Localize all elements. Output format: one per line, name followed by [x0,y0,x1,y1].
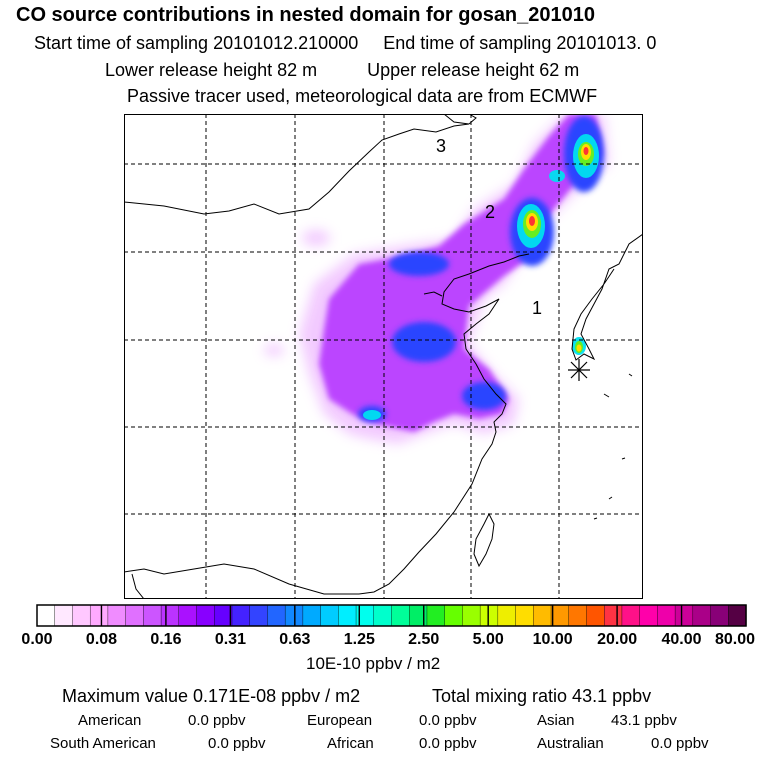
colorbar-cell [444,604,464,627]
colorbar [36,604,747,627]
sampling-time-line: Start time of sampling 20101012.210000 E… [34,33,656,54]
map-frame [124,114,643,599]
colorbar-tick-label: 80.00 [714,631,756,648]
colorbar-cell [533,604,552,627]
colorbar-cell [320,604,339,627]
coastlines [124,114,643,599]
region-value-asian: 43.1 ppbv [611,712,677,729]
colorbar-cell [231,604,251,627]
colorbar-tick-label: 0.63 [279,631,311,648]
tracer-note: Passive tracer used, meteorological data… [127,86,598,106]
colorbar-cell [568,604,588,627]
colorbar-frame [36,604,747,627]
colorbar-cell [604,604,623,627]
region-value-south-american: 0.0 ppbv [208,735,266,752]
colorbar-tick-label: 1.25 [343,631,375,648]
contribution-map: 1 2 3 [124,114,643,599]
colorbar-cell [143,604,162,627]
colorbar-cell [409,604,428,627]
colorbar-cell [391,604,410,627]
colorbar-cell [160,604,180,627]
colorbar-cell [657,604,676,627]
plume-red [529,147,589,226]
end-time-label: End time of sampling 20101013. 0 [383,33,657,53]
colorbar-tick-label: 0.08 [85,631,118,648]
colorbar-cell [249,604,269,627]
region-name-south-american: South American [50,735,156,752]
colorbar-tick-label: 2.50 [408,631,440,648]
colorbar-cell [89,604,109,627]
colorbar-tick-label: 0.16 [150,631,182,648]
colorbar-cell [674,604,694,627]
colorbar-cell [196,604,215,627]
region-name-african: African [327,735,374,752]
lower-release-label: Lower release height 82 m [105,60,318,80]
colorbar-cell [267,604,286,627]
total-mixing-ratio: Total mixing ratio 43.1 ppbv [432,686,652,706]
colorbar-tick-label: 0.00 [21,631,53,648]
colorbar-units: 10E-10 ppbv / m2 [306,654,441,673]
region-name-australian: Australian [537,735,604,752]
colorbar-cell [515,604,534,627]
start-time-label: Start time of sampling 20101012.210000 [34,33,359,53]
colorbar-cell [710,604,729,627]
colorbar-cell [125,604,144,627]
maximum-value: Maximum value 0.171E-08 ppbv / m2 [62,686,361,706]
colorbar-cell [373,604,393,627]
region-value-african: 0.0 ppbv [419,735,477,752]
colorbar-cell [72,604,91,627]
colorbar-tick-label: 40.00 [661,631,702,648]
colorbar-cell [497,604,517,627]
colorbar-cell [639,604,658,627]
region-value-australian: 0.0 ppbv [651,735,709,752]
colorbar-cell [586,604,605,627]
colorbar-tick-label: 0.31 [214,631,246,648]
colorbar-tick-label: 20.00 [597,631,638,648]
trajectory-label-3: 3 [436,136,446,156]
region-name-european: European [307,712,373,729]
upper-release-label: Upper release height 62 m [367,60,580,80]
colorbar-cell [621,604,641,627]
colorbar-tick-label: 5.00 [472,631,504,648]
trajectory-label-2: 2 [485,202,495,222]
colorbar-cell [479,604,499,627]
graticule [124,114,643,599]
colorbar-cell [338,604,357,627]
colorbar-cell [728,604,747,627]
colorbar-cell [107,604,127,627]
colorbar-cell [302,604,322,627]
colorbar-cell [692,604,712,627]
region-name-asian: Asian [537,712,575,729]
region-value-european: 0.0 ppbv [419,712,477,729]
release-height-line: Lower release height 82 m Upper release … [105,60,579,81]
receptor-star-icon [568,359,590,381]
colorbar-cell [550,604,570,627]
colorbar-cell [54,604,74,627]
colorbar-cell [462,604,481,627]
region-value-american: 0.0 ppbv [188,712,246,729]
colorbar-cell [426,604,446,627]
colorbar-cell [36,604,56,627]
colorbar-cell [178,604,198,627]
region-name-american: American [78,712,142,729]
plume-violet [319,114,602,432]
plot-title: CO source contributions in nested domain… [16,4,596,26]
colorbar-tick-label: 10.00 [532,631,573,648]
trajectory-label-1: 1 [532,298,542,318]
